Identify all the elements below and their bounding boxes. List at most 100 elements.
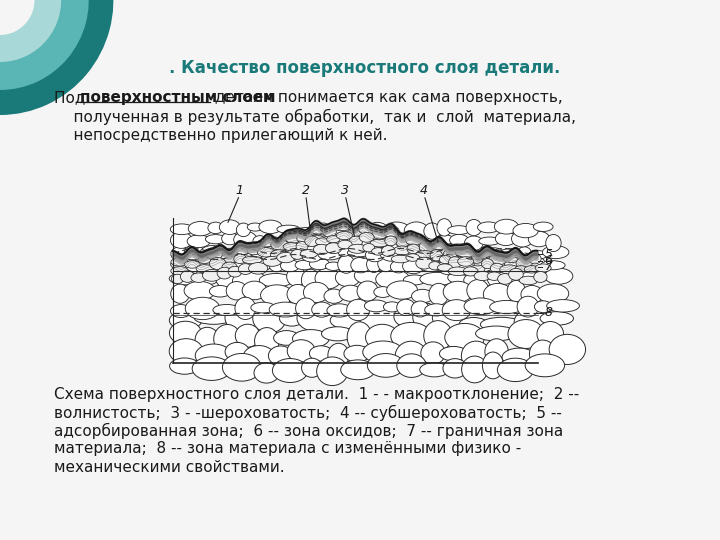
Ellipse shape	[403, 275, 426, 285]
Ellipse shape	[504, 255, 531, 272]
Text: 3: 3	[341, 184, 349, 197]
Ellipse shape	[198, 256, 211, 264]
Ellipse shape	[463, 267, 478, 276]
Ellipse shape	[234, 254, 246, 264]
Ellipse shape	[479, 237, 500, 245]
Ellipse shape	[325, 262, 341, 271]
Ellipse shape	[323, 226, 336, 237]
Ellipse shape	[517, 296, 539, 317]
Ellipse shape	[274, 330, 300, 345]
Ellipse shape	[384, 226, 400, 238]
Ellipse shape	[525, 354, 564, 377]
Ellipse shape	[180, 271, 194, 282]
Ellipse shape	[259, 273, 292, 287]
Ellipse shape	[300, 246, 323, 262]
Ellipse shape	[454, 258, 479, 275]
Ellipse shape	[184, 281, 215, 300]
Ellipse shape	[272, 359, 308, 382]
Ellipse shape	[214, 325, 241, 353]
Ellipse shape	[402, 259, 424, 274]
Ellipse shape	[210, 258, 226, 269]
Ellipse shape	[186, 261, 202, 272]
Ellipse shape	[502, 348, 536, 367]
Ellipse shape	[378, 255, 394, 272]
Ellipse shape	[528, 251, 547, 259]
Ellipse shape	[194, 311, 233, 325]
Ellipse shape	[279, 246, 306, 259]
Ellipse shape	[419, 241, 434, 253]
Ellipse shape	[330, 312, 369, 329]
Ellipse shape	[425, 304, 448, 316]
Text: полученная в результате обработки,  так и  слой  материала,: полученная в результате обработки, так и…	[54, 109, 576, 125]
Ellipse shape	[296, 241, 308, 251]
Ellipse shape	[420, 363, 449, 377]
Ellipse shape	[428, 243, 453, 259]
Ellipse shape	[540, 312, 574, 325]
Ellipse shape	[466, 219, 482, 235]
Ellipse shape	[546, 300, 580, 312]
Ellipse shape	[443, 359, 467, 378]
Ellipse shape	[243, 346, 274, 367]
Ellipse shape	[351, 257, 370, 273]
Ellipse shape	[171, 224, 194, 234]
Ellipse shape	[542, 246, 569, 259]
Text: 4: 4	[420, 184, 428, 197]
Ellipse shape	[225, 342, 249, 361]
Ellipse shape	[487, 272, 501, 280]
Ellipse shape	[420, 342, 445, 364]
Ellipse shape	[448, 272, 469, 284]
Ellipse shape	[470, 265, 485, 273]
Ellipse shape	[407, 244, 420, 254]
Ellipse shape	[455, 248, 474, 258]
Ellipse shape	[310, 258, 329, 269]
Ellipse shape	[315, 238, 330, 246]
Ellipse shape	[171, 267, 189, 275]
Ellipse shape	[528, 254, 541, 264]
Wedge shape	[0, 0, 89, 90]
Ellipse shape	[498, 358, 534, 382]
Ellipse shape	[247, 223, 263, 231]
Ellipse shape	[503, 271, 523, 291]
Ellipse shape	[184, 261, 200, 268]
Ellipse shape	[419, 260, 443, 272]
Ellipse shape	[508, 320, 544, 348]
Ellipse shape	[396, 236, 409, 247]
Ellipse shape	[427, 236, 440, 248]
Ellipse shape	[415, 257, 433, 269]
Ellipse shape	[243, 256, 262, 264]
Ellipse shape	[395, 341, 427, 371]
Ellipse shape	[277, 225, 300, 233]
Ellipse shape	[384, 236, 397, 246]
Ellipse shape	[412, 289, 433, 303]
Ellipse shape	[226, 281, 247, 300]
Ellipse shape	[235, 324, 260, 347]
Ellipse shape	[188, 221, 212, 236]
Ellipse shape	[357, 281, 378, 301]
Ellipse shape	[256, 240, 276, 247]
Ellipse shape	[302, 358, 323, 377]
Ellipse shape	[238, 250, 253, 258]
Ellipse shape	[358, 222, 377, 234]
Ellipse shape	[482, 259, 493, 268]
Ellipse shape	[519, 276, 538, 285]
Ellipse shape	[374, 287, 392, 298]
Ellipse shape	[169, 321, 202, 345]
Ellipse shape	[269, 302, 302, 317]
Ellipse shape	[448, 267, 468, 275]
Ellipse shape	[444, 281, 472, 302]
Ellipse shape	[413, 234, 430, 247]
Ellipse shape	[261, 246, 285, 264]
Text: материала;  8 -- зона материала с изменёнными физико -: материала; 8 -- зона материала с изменён…	[54, 442, 521, 456]
Ellipse shape	[222, 232, 238, 245]
Ellipse shape	[310, 346, 333, 361]
Ellipse shape	[312, 302, 332, 317]
Ellipse shape	[464, 298, 497, 315]
Ellipse shape	[251, 302, 275, 313]
Ellipse shape	[171, 232, 192, 248]
Ellipse shape	[546, 234, 561, 252]
Ellipse shape	[544, 268, 573, 284]
Ellipse shape	[476, 326, 516, 341]
Ellipse shape	[405, 235, 423, 245]
Ellipse shape	[338, 240, 352, 249]
Ellipse shape	[327, 304, 352, 317]
